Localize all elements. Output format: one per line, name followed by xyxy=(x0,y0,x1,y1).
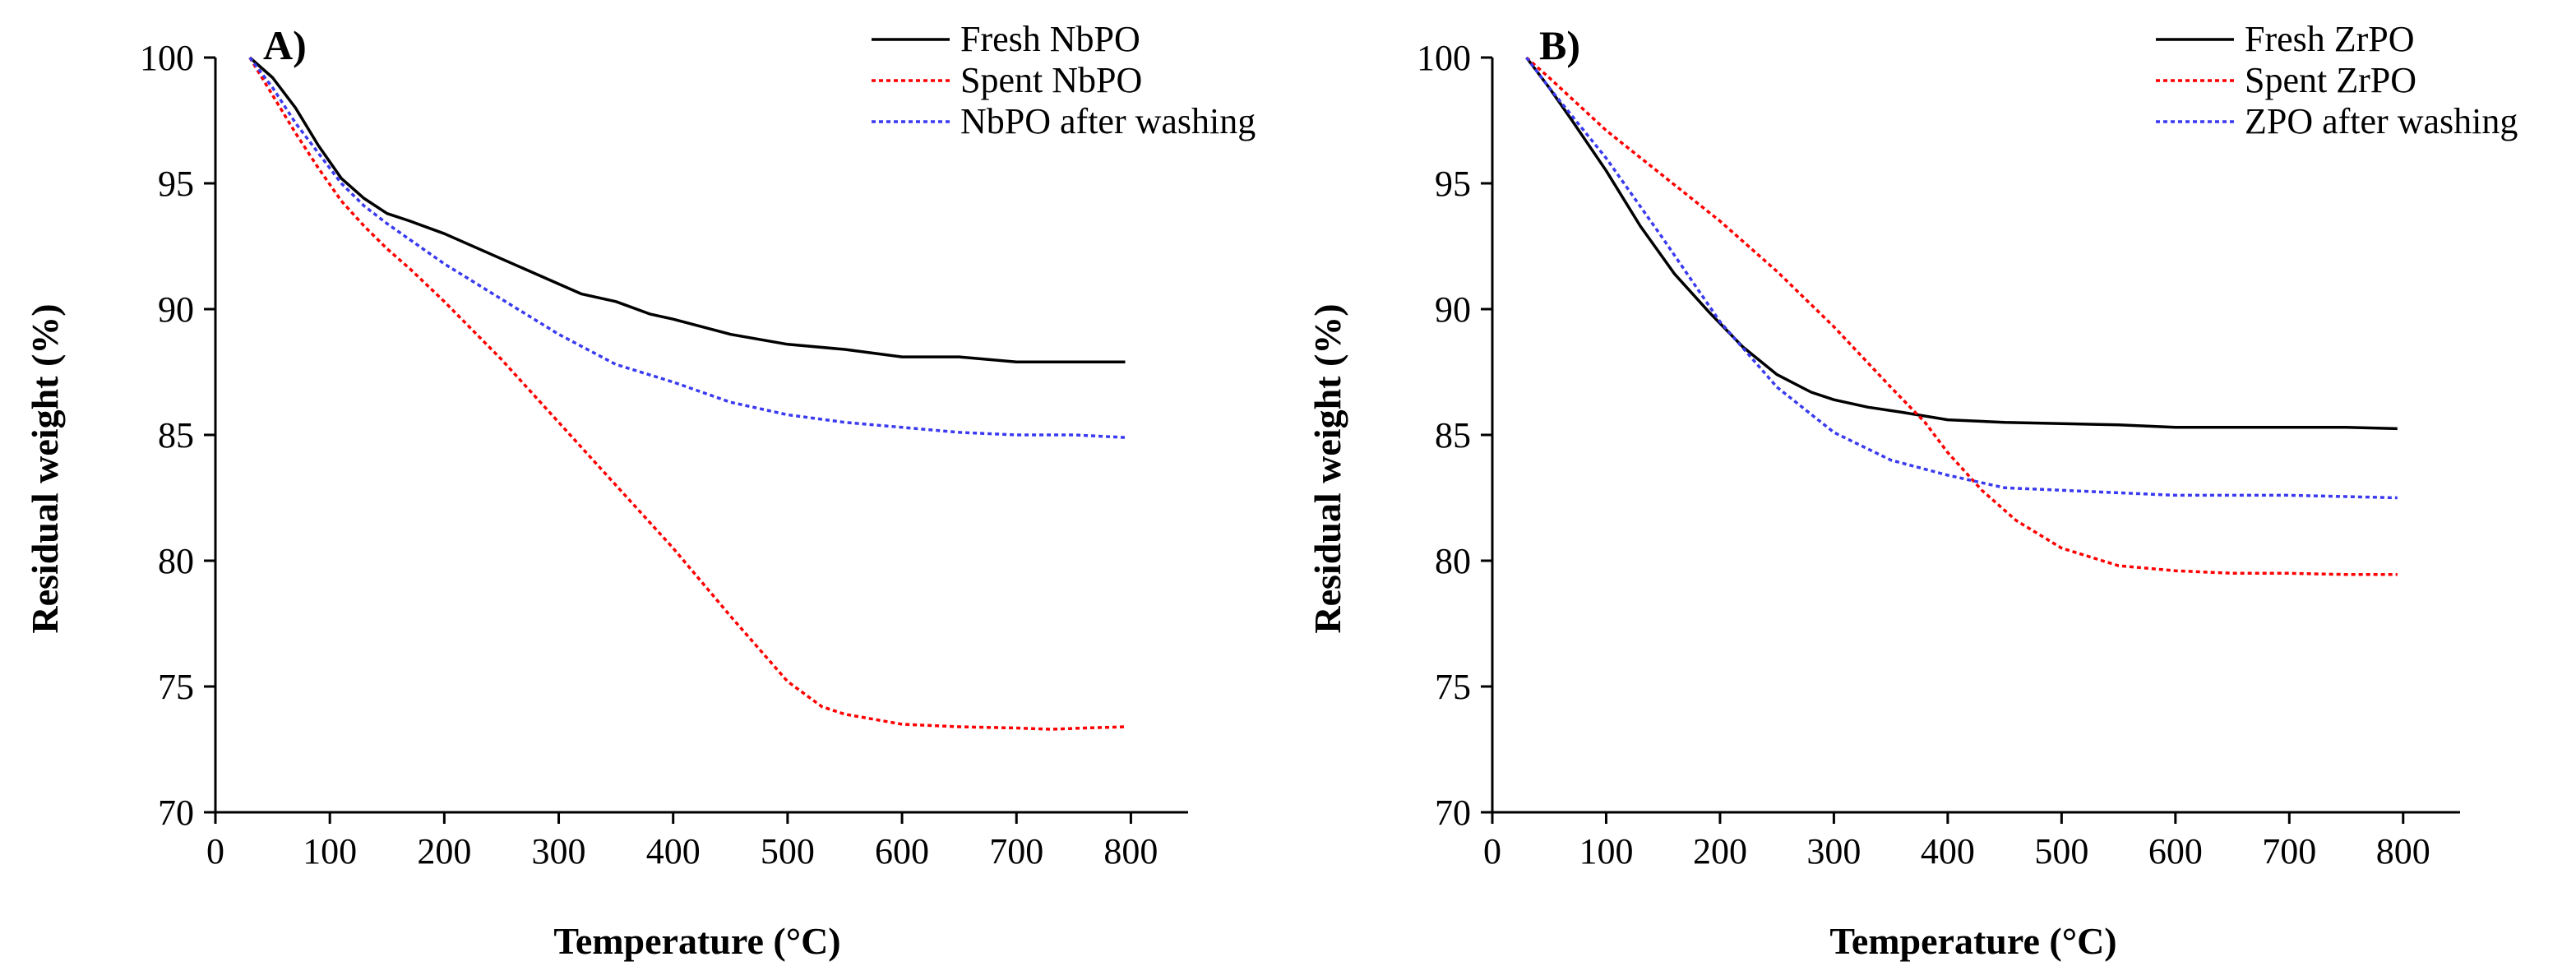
y-tick-label: 100 xyxy=(1417,38,1471,78)
y-tick-label: 70 xyxy=(1435,793,1471,833)
y-tick-label: 75 xyxy=(158,667,194,707)
y-tick-label: 80 xyxy=(158,541,194,581)
y-tick-label: 100 xyxy=(140,38,194,78)
x-tick-label: 400 xyxy=(646,831,701,871)
series-line-2 xyxy=(1525,56,2398,500)
x-axis-title: Temperature (°C) xyxy=(1829,920,2116,962)
y-tick-label: 85 xyxy=(158,415,194,455)
legend-label-1: Spent ZrPO xyxy=(2245,60,2416,100)
x-tick-label: 200 xyxy=(1693,831,1747,871)
y-axis-title: Residual weight (%) xyxy=(24,303,66,633)
series-layer xyxy=(248,56,1126,731)
x-tick-label: 500 xyxy=(761,831,815,871)
x-tick-label: 600 xyxy=(875,831,929,871)
axes: 0 100 200 300 400 500 600 700 800 70 75 80 85 90 95 100 xyxy=(1417,38,2460,871)
series-line-0 xyxy=(248,56,1126,364)
x-tick-label: 300 xyxy=(1806,831,1861,871)
x-tick-label: 0 xyxy=(1483,831,1501,871)
legend-label-2: ZPO after washing xyxy=(2245,101,2518,141)
series-line-1 xyxy=(1525,56,2398,576)
y-tick-label: 90 xyxy=(158,289,194,330)
x-tick-label: 0 xyxy=(206,831,224,871)
panel-a: A) Temperature (°C) Residual weight (%) … xyxy=(24,19,1256,962)
x-axis-title: Temperature (°C) xyxy=(553,920,840,962)
series-line-2 xyxy=(248,56,1126,439)
x-tick-label: 100 xyxy=(1579,831,1633,871)
y-tick-label: 95 xyxy=(1435,164,1471,204)
x-tick-label: 700 xyxy=(989,831,1043,871)
y-tick-label: 70 xyxy=(158,793,194,833)
x-tick-label: 700 xyxy=(2262,831,2316,871)
x-tick-label: 800 xyxy=(2376,831,2430,871)
panel-b: B) Temperature (°C) Residual weight (%) … xyxy=(1306,19,2518,962)
legend-label-0: Fresh NbPO xyxy=(960,19,1140,59)
y-axis-title: Residual weight (%) xyxy=(1306,303,1348,633)
legend-label-1: Spent NbPO xyxy=(960,60,1142,100)
y-tick-label: 75 xyxy=(1435,667,1471,707)
series-line-0 xyxy=(1525,56,2398,431)
panel-label: A) xyxy=(263,22,307,68)
y-tick-label: 80 xyxy=(1435,541,1471,581)
y-tick-label: 95 xyxy=(158,164,194,204)
axes: 0 100 200 300 400 500 600 700 800 70 75 80 85 90 95 100 xyxy=(140,38,1188,871)
y-tick-label: 85 xyxy=(1435,415,1471,455)
series-line-1 xyxy=(248,57,1126,731)
x-tick-label: 600 xyxy=(2148,831,2203,871)
x-tick-label: 500 xyxy=(2034,831,2088,871)
legend-label-2: NbPO after washing xyxy=(960,101,1256,141)
x-tick-label: 400 xyxy=(1921,831,1975,871)
y-tick-label: 90 xyxy=(1435,289,1471,330)
x-tick-label: 100 xyxy=(303,831,357,871)
x-tick-label: 300 xyxy=(532,831,586,871)
panel-label: B) xyxy=(1539,22,1580,68)
series-layer xyxy=(1525,56,2398,576)
x-tick-label: 200 xyxy=(417,831,471,871)
legend-label-0: Fresh ZrPO xyxy=(2245,19,2415,59)
x-tick-label: 800 xyxy=(1103,831,1158,871)
